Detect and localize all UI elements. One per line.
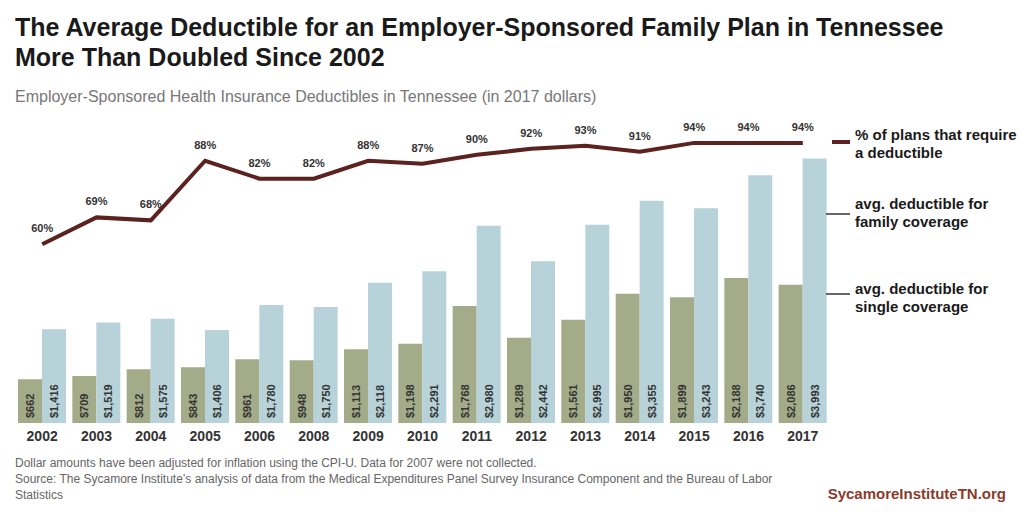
svg-text:$1,899: $1,899	[676, 384, 688, 418]
svg-text:2010: 2010	[407, 428, 438, 444]
svg-text:$812: $812	[133, 394, 145, 418]
svg-text:$3,243: $3,243	[700, 384, 712, 418]
html-text:Source: The Sycamore Institute: Source: The Sycamore Institute’s analysi…	[15, 472, 773, 502]
svg-text:2002: 2002	[27, 428, 58, 444]
svg-text:94%: 94%	[737, 121, 759, 133]
svg-text:$1,519: $1,519	[102, 384, 114, 418]
svg-text:$2,086: $2,086	[785, 384, 797, 418]
svg-text:2017: 2017	[787, 428, 818, 444]
svg-text:91%: 91%	[629, 130, 651, 142]
svg-text:82%: 82%	[303, 157, 325, 169]
svg-text:$1,768: $1,768	[459, 384, 471, 418]
svg-text:2003: 2003	[81, 428, 112, 444]
html-text:avg. deductible for single cov: avg. deductible for single coverage	[855, 280, 989, 315]
svg-text:94%: 94%	[792, 121, 814, 133]
svg-text:$2,188: $2,188	[730, 384, 742, 418]
svg-text:$1,198: $1,198	[404, 384, 416, 418]
svg-text:88%: 88%	[194, 139, 216, 151]
svg-text:2005: 2005	[190, 428, 221, 444]
svg-text:$961: $961	[241, 394, 253, 418]
svg-text:2009: 2009	[353, 428, 384, 444]
svg-text:2015: 2015	[679, 428, 710, 444]
svg-text:94%: 94%	[683, 121, 705, 133]
svg-text:$709: $709	[78, 394, 90, 418]
svg-text:$843: $843	[187, 394, 199, 418]
svg-text:$1,406: $1,406	[211, 384, 223, 418]
svg-text:$3,740: $3,740	[754, 384, 766, 418]
html-text:The Average Deductible for an: The Average Deductible for an Employer-S…	[15, 13, 944, 71]
svg-text:$2,291: $2,291	[428, 384, 440, 418]
svg-text:$1,416: $1,416	[48, 384, 60, 418]
svg-text:$1,750: $1,750	[320, 384, 332, 418]
svg-text:$3,993: $3,993	[809, 384, 821, 418]
svg-text:2004: 2004	[135, 428, 166, 444]
svg-text:2006: 2006	[244, 428, 275, 444]
svg-text:82%: 82%	[248, 157, 270, 169]
svg-text:69%: 69%	[85, 195, 107, 207]
svg-text:$1,780: $1,780	[265, 384, 277, 418]
svg-text:$1,950: $1,950	[622, 384, 634, 418]
svg-text:93%: 93%	[574, 124, 596, 136]
svg-text:$3,355: $3,355	[646, 384, 658, 418]
svg-text:$1,561: $1,561	[567, 384, 579, 418]
html-text:% of plans that require a dedu: % of plans that require a deductible	[855, 126, 1017, 161]
html-text:avg. deductible for family cov: avg. deductible for family coverage	[855, 195, 989, 230]
svg-text:68%: 68%	[140, 198, 162, 210]
svg-text:2013: 2013	[570, 428, 601, 444]
svg-text:$948: $948	[296, 394, 308, 418]
html-text:Dollar amounts have been adjus: Dollar amounts have been adjusted for in…	[15, 456, 537, 470]
svg-text:92%: 92%	[520, 127, 542, 139]
svg-text:2016: 2016	[733, 428, 764, 444]
svg-text:88%: 88%	[357, 139, 379, 151]
svg-text:$2,118: $2,118	[374, 385, 386, 418]
svg-text:$2,980: $2,980	[483, 384, 495, 418]
svg-text:$2,442: $2,442	[537, 384, 549, 418]
svg-text:2011: 2011	[462, 428, 493, 444]
svg-text:60%: 60%	[31, 222, 53, 234]
svg-text:90%: 90%	[466, 133, 488, 145]
svg-text:$1,289: $1,289	[513, 384, 525, 418]
html-text:Employer-Sponsored Health Insu: Employer-Sponsored Health Insurance Dedu…	[15, 88, 597, 105]
svg-text:2008: 2008	[298, 428, 329, 444]
svg-text:2014: 2014	[624, 428, 655, 444]
svg-text:$662: $662	[24, 394, 36, 418]
svg-text:$1,113: $1,113	[350, 385, 362, 418]
svg-text:$1,575: $1,575	[157, 384, 169, 418]
html-text:SycamoreInstituteTN.org: SycamoreInstituteTN.org	[827, 485, 1006, 502]
svg-text:2012: 2012	[516, 428, 547, 444]
svg-text:$2,995: $2,995	[591, 384, 603, 418]
svg-text:87%: 87%	[411, 142, 433, 154]
